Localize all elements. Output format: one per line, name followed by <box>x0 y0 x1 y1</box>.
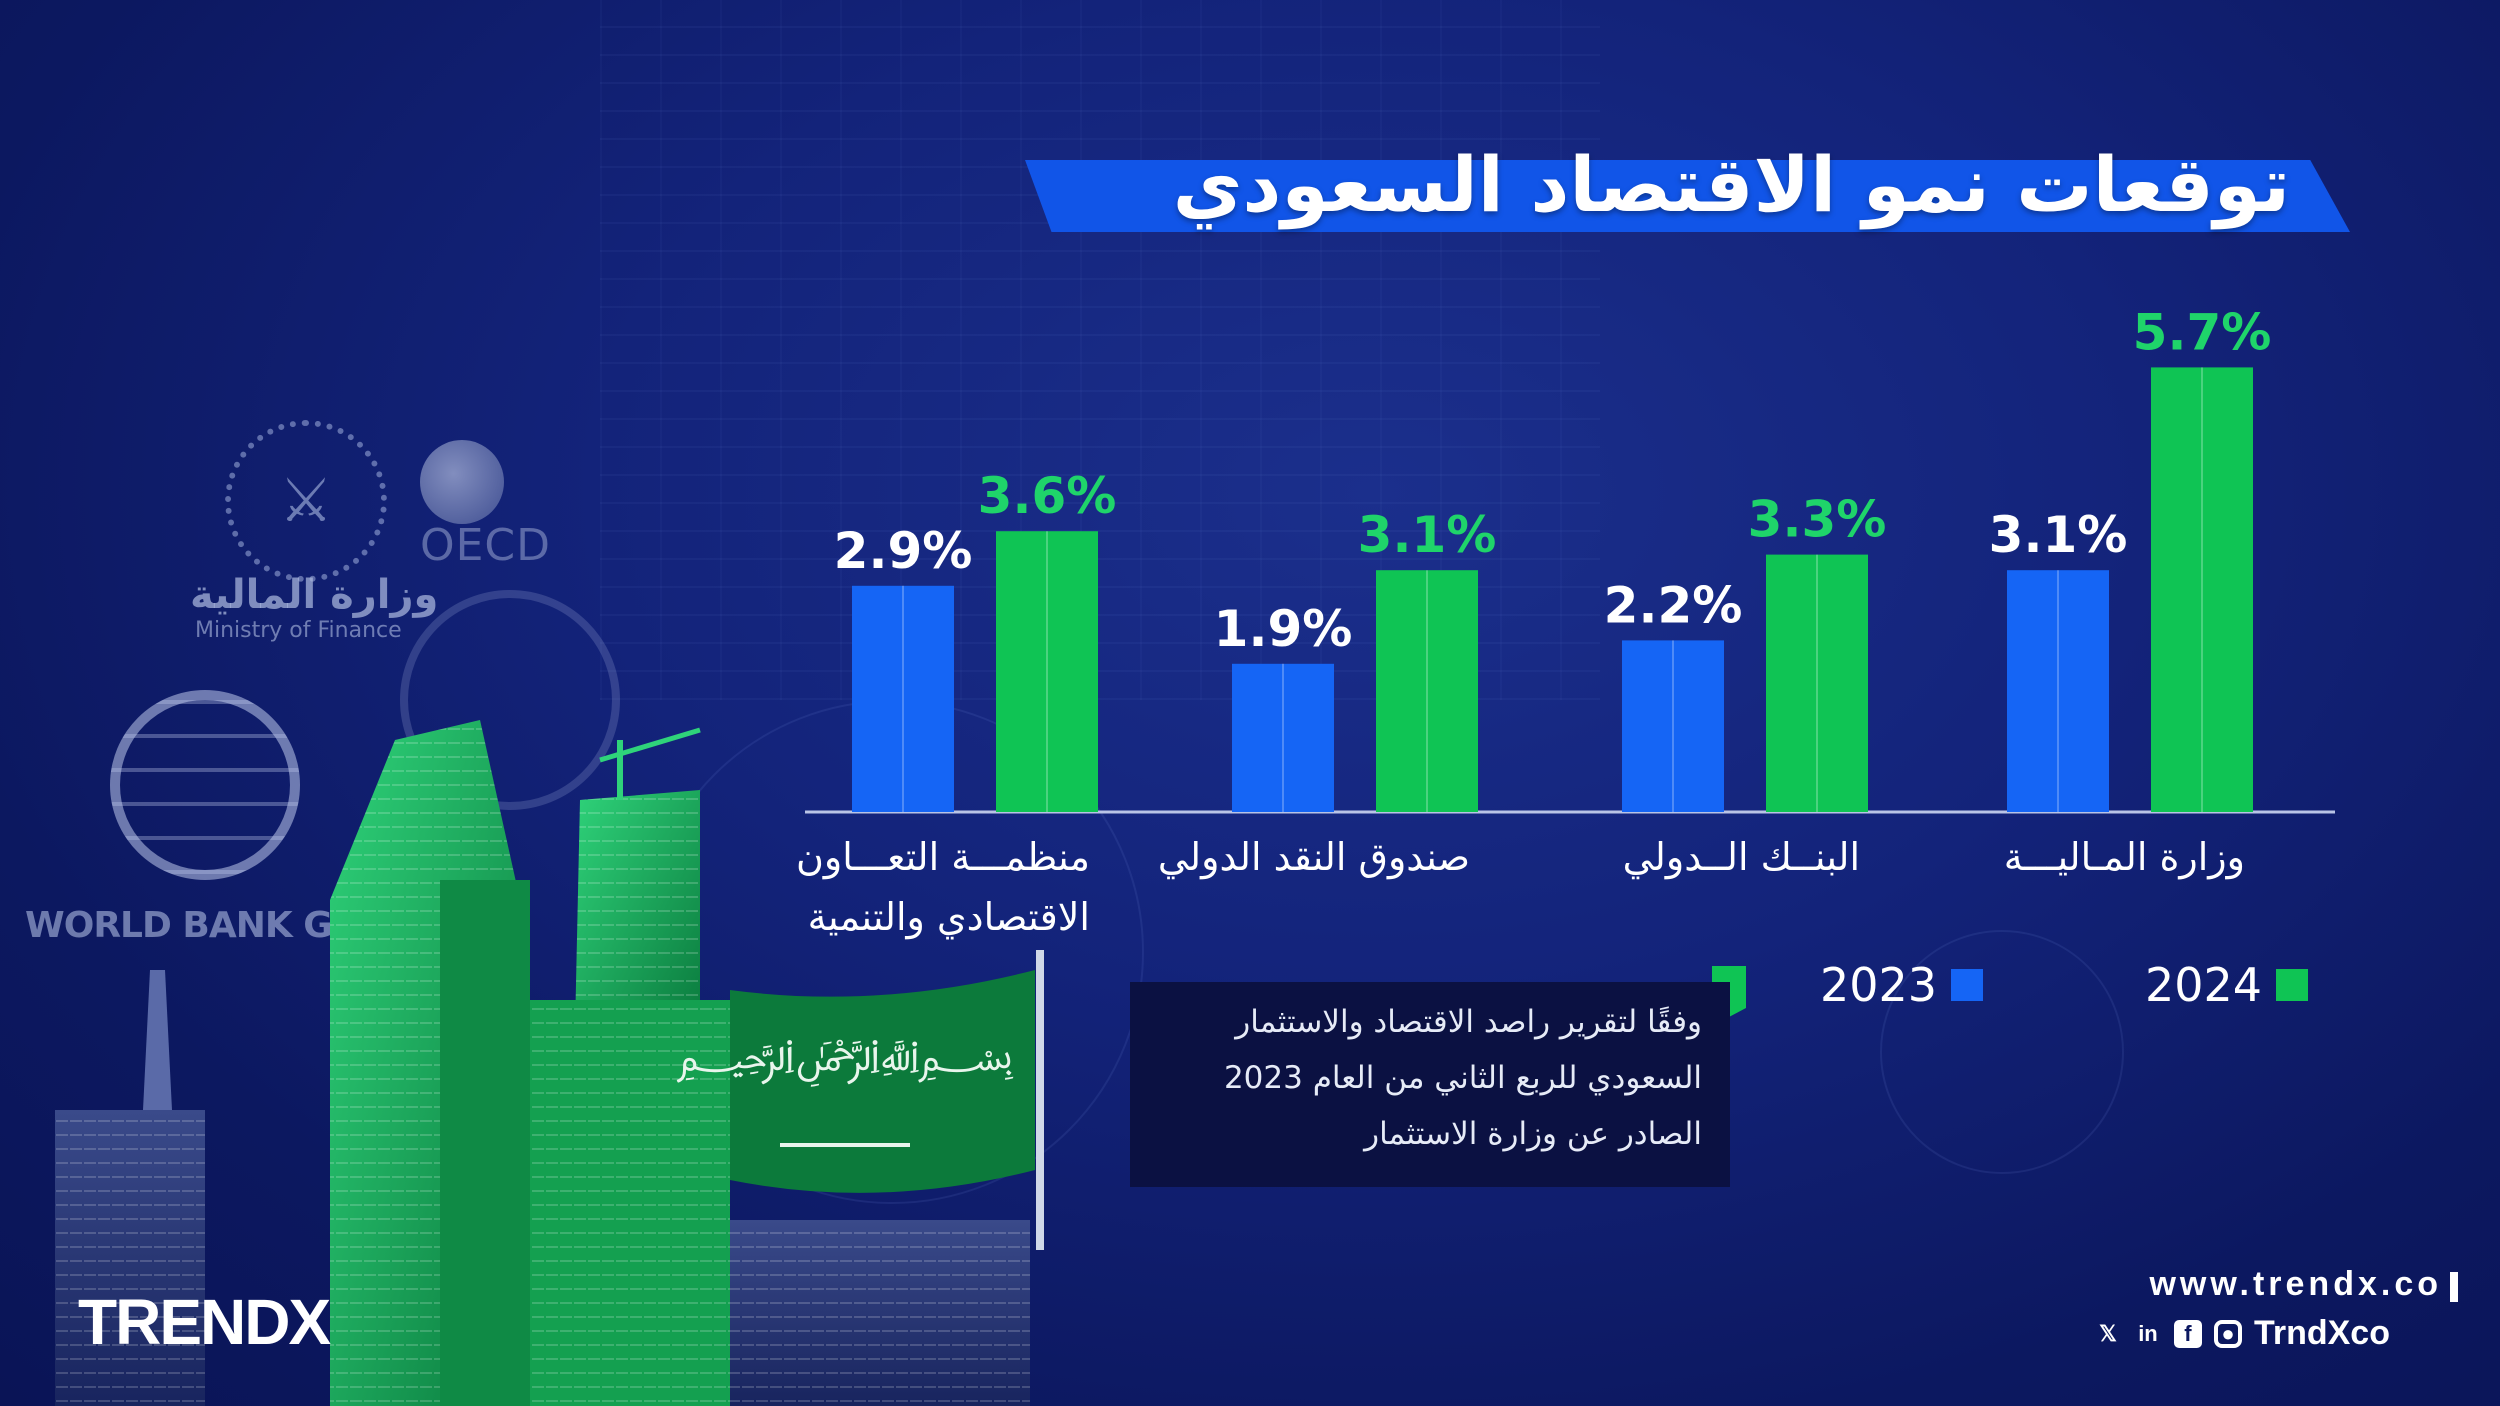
source-note-line: السعودي للربع الثاني من العام 2023 <box>1223 1060 1702 1096</box>
data-label-2024-1: 3.1% <box>1358 506 1497 564</box>
bar-2023-3 <box>2007 570 2109 812</box>
bar-2024-3 <box>2151 367 2253 812</box>
data-label-2024-3: 5.7% <box>2133 303 2272 361</box>
bar-2024-2 <box>1766 554 1868 812</box>
world-bank-globe-icon <box>110 690 300 880</box>
mof-logo-english: Ministry of Finance <box>195 618 402 643</box>
legend-2024-swatch <box>2276 969 2309 1001</box>
bar-2023-0 <box>852 585 954 812</box>
social-handle: TrndXco <box>2253 1314 2390 1352</box>
category-label-3: وزارة المـاليـــة <box>2004 835 2245 880</box>
background-arc <box>1880 930 2124 1174</box>
legend-2023-label: 2023 <box>1820 958 1938 1012</box>
instagram-icon[interactable]: ● <box>2213 1319 2242 1348</box>
trendx-logo: TRENDX <box>78 1286 331 1358</box>
oecd-globe-icon <box>420 440 504 524</box>
bar-2024-1 <box>1376 570 1478 812</box>
source-note: وفقًا لتقرير راصد الاقتصاد والاستثمار ال… <box>1130 982 1730 1187</box>
bar-2023-1 <box>1232 663 1334 812</box>
data-label-2023-3: 3.1% <box>1989 506 2128 564</box>
ministry-of-finance-emblem-icon: ⚔ <box>225 420 387 582</box>
data-label-2024-2: 3.3% <box>1748 491 1887 549</box>
mof-logo-arabic: وزارة المالية <box>190 572 439 618</box>
bar-2024-0 <box>996 531 1098 812</box>
page-title: توقعات نمو الاقتصاد السعودي <box>1172 140 2290 229</box>
category-label-2: البنــك الــدولي <box>1623 835 1860 880</box>
data-label-2023-0: 2.9% <box>834 522 973 580</box>
flag-inscription-icon: ﷽ <box>676 1030 1014 1087</box>
source-note-line: الصادر عن وزارة الاستثمار <box>1364 1116 1702 1152</box>
category-label-0: الاقتصادي والتنمية <box>808 895 1090 940</box>
website-link[interactable]: www.trendx.co <box>2149 1265 2442 1303</box>
data-label-2023-1: 1.9% <box>1214 600 1353 658</box>
data-label-2023-2: 2.2% <box>1604 576 1743 634</box>
bar-2023-2 <box>1622 640 1724 812</box>
source-note-line: وفقًا لتقرير راصد الاقتصاد والاستثمار <box>1235 1004 1702 1040</box>
social-links: 𝕏 in f ● TrndXco <box>2094 1314 2390 1353</box>
data-label-2024-0: 3.6% <box>978 467 1117 525</box>
facebook-icon[interactable]: f <box>2173 1319 2202 1348</box>
title-banner <box>1025 160 2350 232</box>
category-label-0: منظمـــة التعـــاون <box>796 835 1090 880</box>
category-label-1: صندوق النقد الدولي <box>1158 835 1470 880</box>
x-icon[interactable]: 𝕏 <box>2099 1320 2117 1346</box>
website-marker-icon <box>2450 1272 2458 1302</box>
legend-2023: 2023 <box>1820 958 1984 1012</box>
legend-2024-label: 2024 <box>2145 958 2263 1012</box>
legend-2023-swatch <box>1951 969 1984 1001</box>
linkedin-icon[interactable]: in <box>2138 1320 2158 1346</box>
oecd-logo-text: OECD <box>420 520 552 571</box>
legend-2024: 2024 <box>2145 958 2309 1012</box>
imf-seal-icon <box>400 590 620 810</box>
